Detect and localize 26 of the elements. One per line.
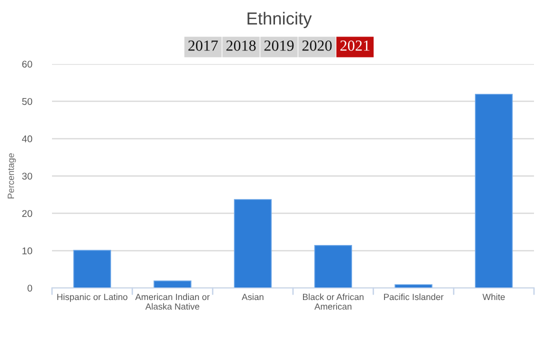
x-tick-label: Asian [242, 294, 264, 300]
text: 2020 [302, 40, 332, 51]
y-tick-label: 40 [22, 135, 32, 142]
text: 2018 [226, 40, 256, 51]
y-tick-label: 10 [22, 247, 32, 254]
y-tick-label: 60 [22, 60, 32, 68]
text: 2019 [264, 40, 294, 51]
bar [154, 280, 192, 288]
bar [73, 250, 112, 288]
y-tick-label: 50 [22, 98, 32, 105]
y-tick-label: 30 [22, 172, 32, 180]
x-tick-label: Hispanic or Latino [57, 294, 128, 302]
y-tick-label: 0 [28, 284, 32, 292]
bar [394, 284, 432, 288]
bar [474, 94, 513, 288]
bar [234, 199, 272, 288]
x-tick-label: White [482, 294, 505, 300]
bar [314, 245, 352, 288]
x-tick-label: Black or African American [303, 294, 364, 310]
x-tick-label: American Indian or Alaska Native [135, 294, 210, 310]
y-tick-label: 20 [22, 210, 32, 217]
chart-title: Ethnicity [248, 12, 312, 28]
text: 2017 [188, 40, 218, 51]
y-axis-title: Percentage [8, 153, 16, 198]
text: 2021 [340, 40, 370, 51]
x-tick-label: Pacific Islander [384, 294, 444, 300]
